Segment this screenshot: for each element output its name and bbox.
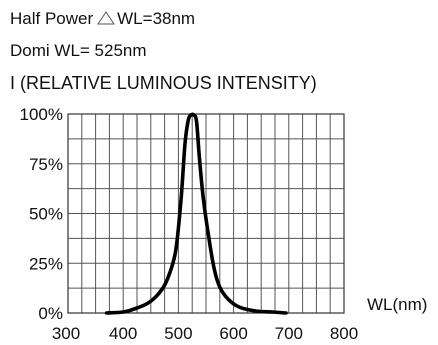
x-tick-label: 300 — [52, 324, 80, 343]
x-tick-label: 500 — [164, 324, 192, 343]
plot-frame — [67, 113, 345, 314]
x-tick-label: 600 — [219, 324, 247, 343]
chart-series — [104, 112, 288, 315]
half-power-label: Half Power WL=38nm — [10, 9, 195, 29]
x-tick-label: 700 — [275, 324, 303, 343]
x-tick-label: 400 — [109, 324, 137, 343]
y-tick-label: 100% — [20, 105, 63, 124]
intensity-axis-title: I (RELATIVE LUMINOUS INTENSITY) — [10, 73, 317, 93]
y-tick-label: 25% — [29, 254, 63, 273]
half-power-value: WL=38nm — [117, 9, 196, 28]
x-tick-label: 800 — [330, 324, 358, 343]
y-tick-label: 0% — [38, 304, 63, 323]
x-axis-title: WL(nm) — [367, 295, 428, 314]
half-power-text: Half Power — [10, 9, 94, 28]
y-tick-label: 75% — [29, 155, 63, 174]
x-tick-labels: 300 400 500 600 700 800 — [52, 324, 358, 343]
y-tick-label: 50% — [29, 205, 63, 224]
y-tick-labels: 0% 25% 50% 75% 100% — [20, 105, 63, 323]
triangle-icon — [97, 11, 116, 25]
spectrum-curve — [104, 112, 288, 315]
dominant-wavelength-label: Domi WL= 525nm — [10, 41, 147, 60]
